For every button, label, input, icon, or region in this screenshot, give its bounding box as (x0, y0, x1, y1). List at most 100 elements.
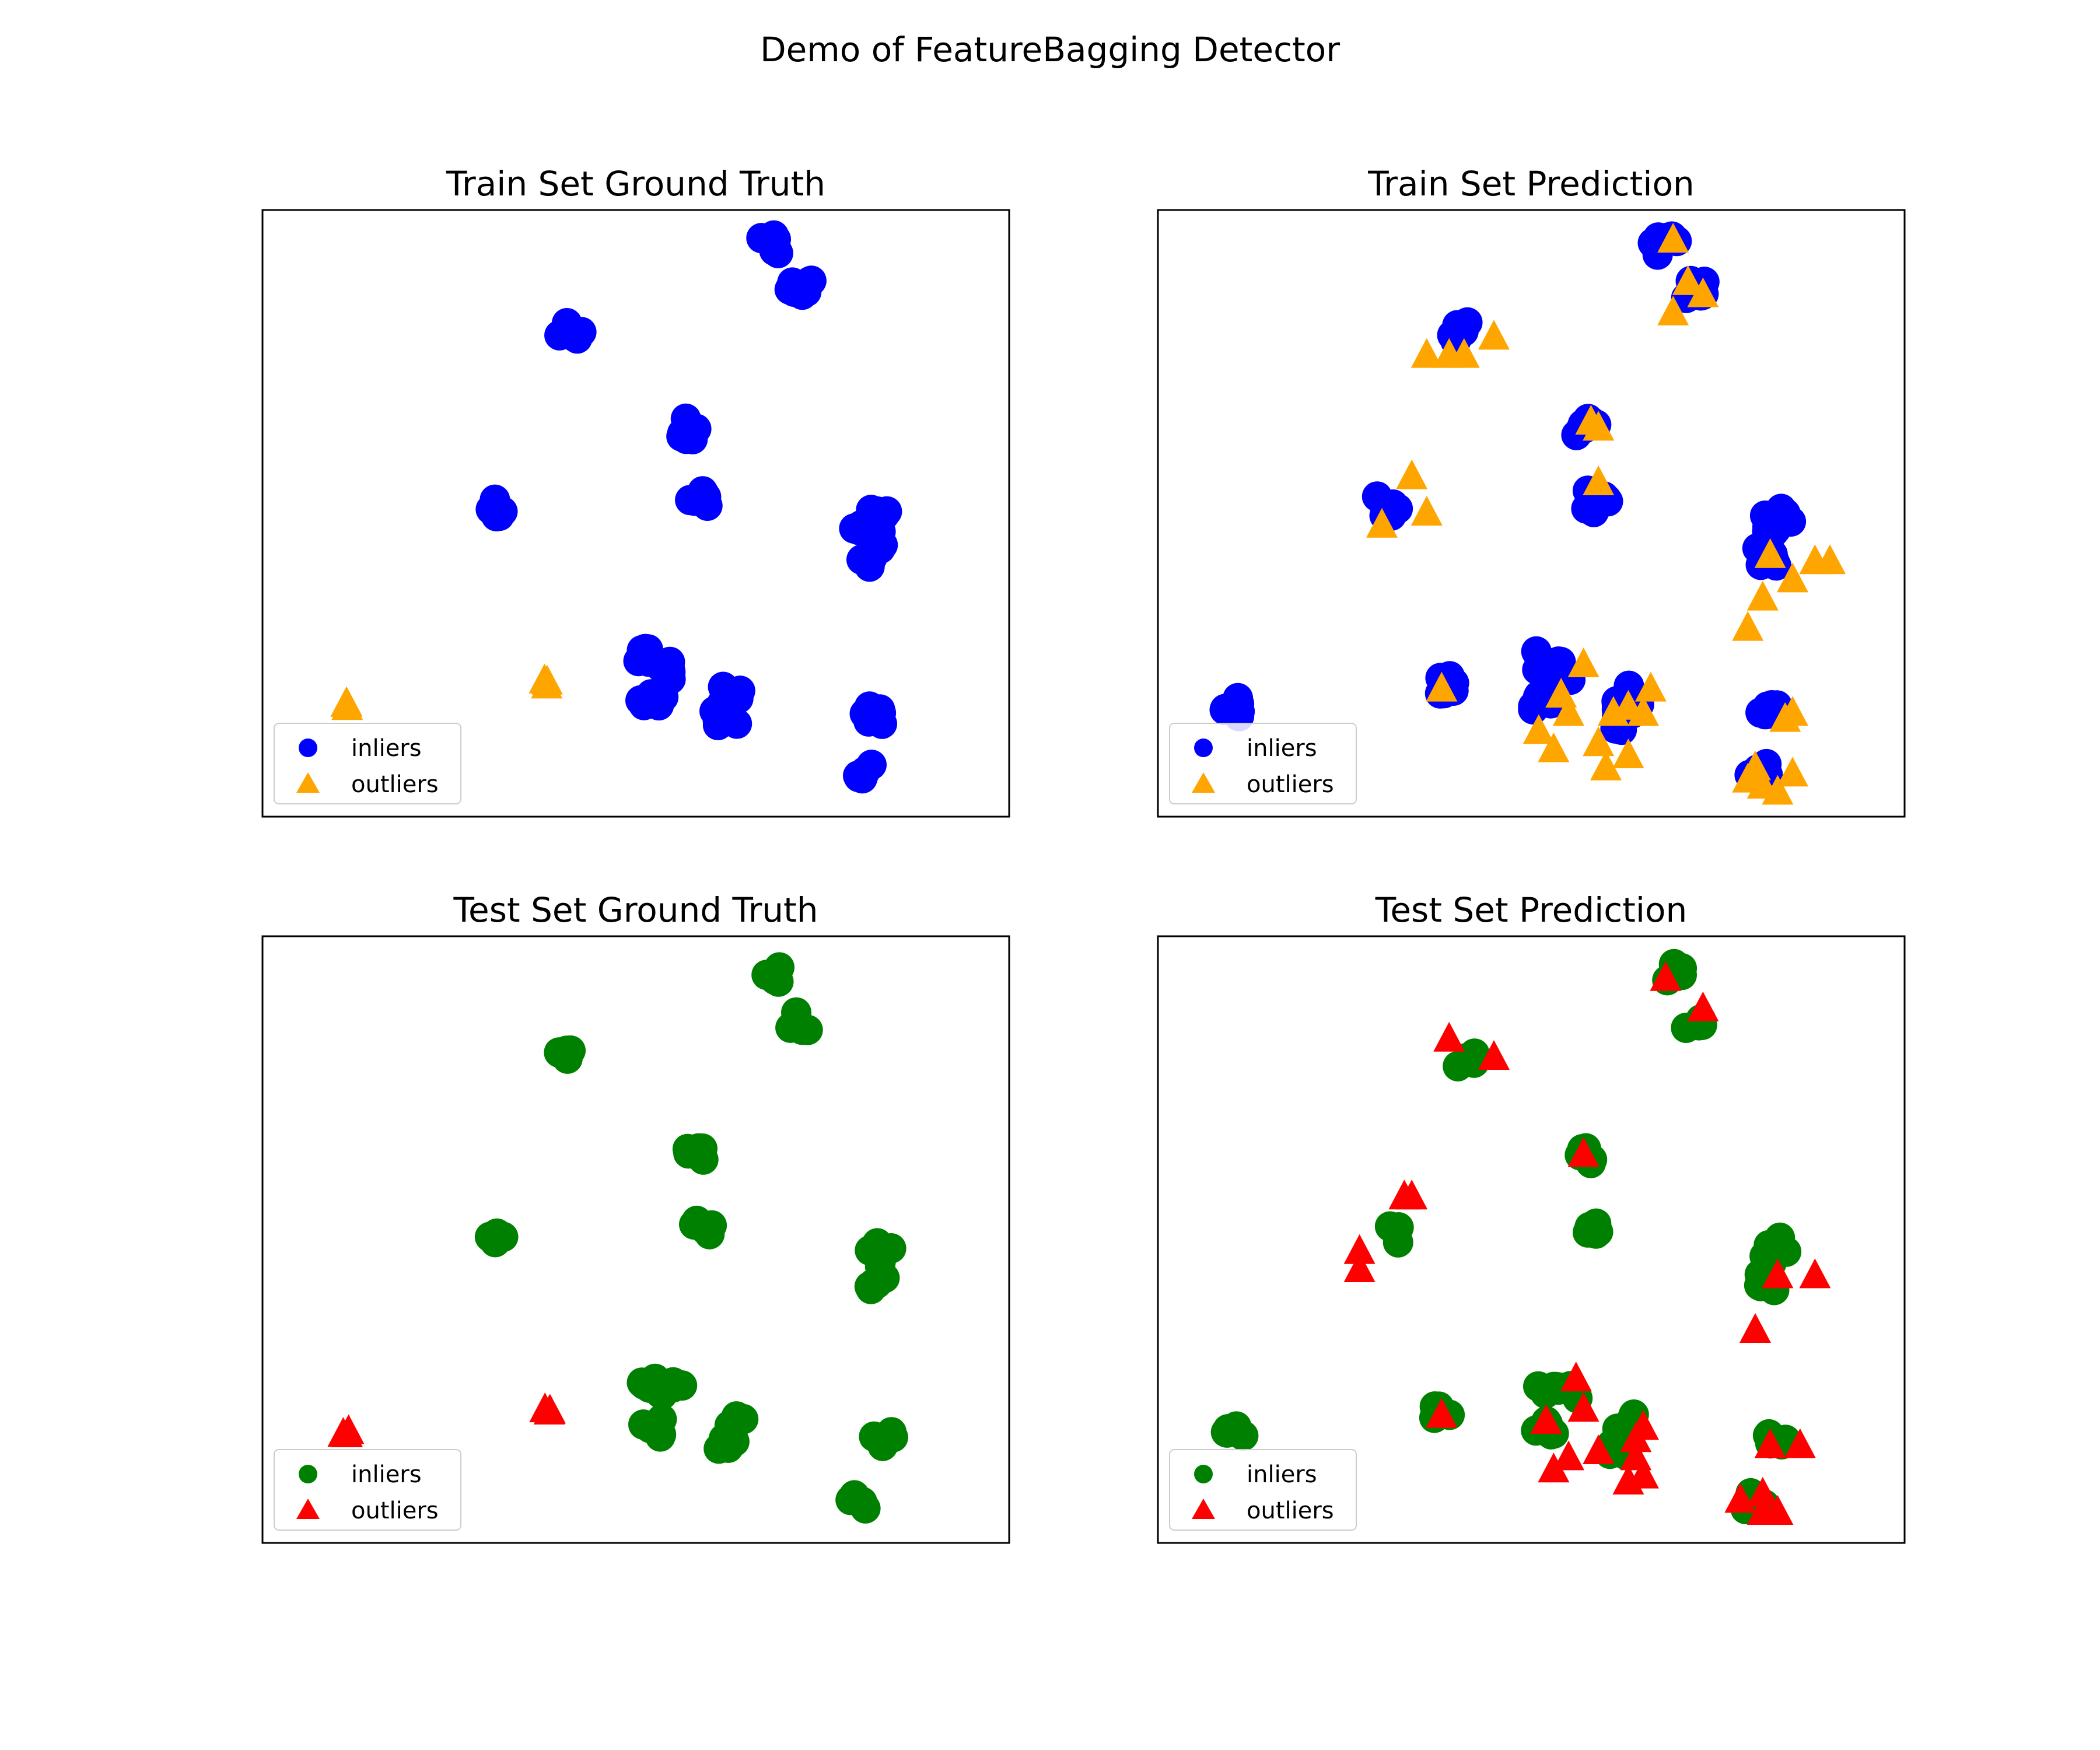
inlier-point (781, 997, 811, 1028)
outlier-point (1583, 726, 1615, 757)
inlier-point (876, 1417, 907, 1448)
outlier-point (1754, 1428, 1786, 1458)
inlier-point (549, 1037, 580, 1068)
legend: inliers outliers (1169, 723, 1357, 804)
outlier-point (1583, 1434, 1615, 1464)
legend-marker-inliers (299, 1465, 317, 1483)
outlier-point (1583, 411, 1615, 441)
inlier-point (626, 1367, 657, 1398)
outlier-point (1396, 1180, 1428, 1210)
inlier-point (1752, 691, 1783, 722)
outlier-point (1560, 1362, 1592, 1392)
inlier-point (860, 498, 891, 528)
outlier-point (1687, 991, 1719, 1021)
outlier-point (1732, 611, 1764, 641)
outlier-point (1612, 738, 1644, 768)
legend: inliers outliers (274, 723, 461, 804)
legend-label: outliers (351, 1497, 439, 1524)
axes-frame (261, 209, 1010, 818)
inlier-point (762, 237, 793, 268)
outlier-point (1784, 1428, 1816, 1458)
outlier-point (531, 668, 563, 699)
legend-box (1169, 1449, 1357, 1531)
outlier-point (1426, 671, 1458, 702)
inlier-point (475, 494, 506, 525)
legend-box (274, 723, 461, 804)
outlier-point (1567, 1392, 1600, 1422)
inlier-point (763, 966, 794, 997)
legend-label: outliers (1247, 1497, 1334, 1524)
series-outliers (1343, 961, 1831, 1525)
outlier-point (1762, 775, 1794, 805)
outlier-point (1762, 1258, 1794, 1289)
outlier-point (1672, 265, 1704, 295)
series-inliers (475, 220, 902, 794)
outlier-point (1754, 538, 1786, 568)
series-outliers (1366, 223, 1846, 805)
legend-marker-inliers (1194, 738, 1213, 757)
legend-label: inliers (1247, 735, 1317, 762)
figure-title: Demo of FeatureBagging Detector (760, 30, 1340, 69)
outlier-point (1426, 1398, 1458, 1428)
legend-marker-outliers (1192, 772, 1215, 793)
inlier-point (704, 699, 734, 730)
panel-title: Test Set Ground Truth (453, 890, 818, 930)
legend-marker-inliers (1194, 1465, 1213, 1483)
legend-box (274, 1449, 461, 1531)
outlier-point (1634, 671, 1667, 702)
inlier-point (1362, 481, 1392, 512)
inlier-point (474, 1222, 505, 1252)
outlier-point (1553, 696, 1584, 726)
panel-train-prediction: Train Set Prediction inliers outliers (1157, 164, 1906, 818)
inlier-point (853, 540, 884, 570)
axes-frame (1157, 209, 1906, 818)
outlier-point (1448, 338, 1480, 368)
outlier-point (1530, 1404, 1562, 1434)
outlier-point (1567, 1137, 1600, 1167)
outlier-point (1538, 732, 1570, 762)
legend-label: outliers (1247, 771, 1334, 798)
legend-box (1169, 723, 1357, 804)
inlier-point (796, 265, 827, 296)
legend-marker-inliers (299, 738, 317, 757)
legend-marker-outliers (296, 1499, 320, 1519)
outlier-point (1650, 961, 1682, 991)
legend: inliers outliers (1169, 1449, 1357, 1531)
outlier-point (1396, 459, 1428, 489)
outlier-point (1657, 295, 1689, 326)
inlier-point (1583, 1216, 1614, 1247)
inlier-point (1448, 313, 1479, 344)
series-inliers (474, 952, 908, 1524)
legend-marker-outliers (296, 772, 320, 793)
scatter-marks (330, 220, 902, 794)
outlier-point (1777, 757, 1808, 787)
scatter-marks (1210, 949, 1831, 1525)
legend-label: inliers (351, 735, 422, 762)
outlier-point (1777, 696, 1808, 726)
outlier-point (1814, 544, 1846, 575)
inlier-point (862, 1228, 892, 1259)
outlier-point (1343, 1252, 1376, 1282)
outlier-point (1366, 508, 1398, 538)
inlier-point (551, 308, 582, 338)
outlier-point (1478, 320, 1510, 350)
outlier-point (1746, 580, 1779, 611)
legend-label: inliers (351, 1461, 422, 1488)
legend: inliers outliers (274, 1449, 461, 1531)
outlier-point (1777, 562, 1808, 593)
inlier-point (1754, 1230, 1784, 1261)
scatter-marks (1209, 221, 1846, 805)
outlier-point (330, 687, 362, 717)
legend-label: inliers (1247, 1461, 1317, 1488)
outlier-point (1628, 1458, 1659, 1489)
outlier-point (1522, 714, 1555, 744)
scatter-marks (327, 952, 908, 1524)
outlier-point (1478, 1040, 1510, 1070)
outlier-point (1590, 750, 1622, 780)
outlier-point (1538, 1452, 1570, 1483)
outlier-point (1410, 496, 1443, 526)
inlier-point (1543, 646, 1574, 677)
inlier-point (848, 761, 878, 792)
inlier-point (849, 698, 880, 729)
outlier-point (1553, 1440, 1584, 1471)
